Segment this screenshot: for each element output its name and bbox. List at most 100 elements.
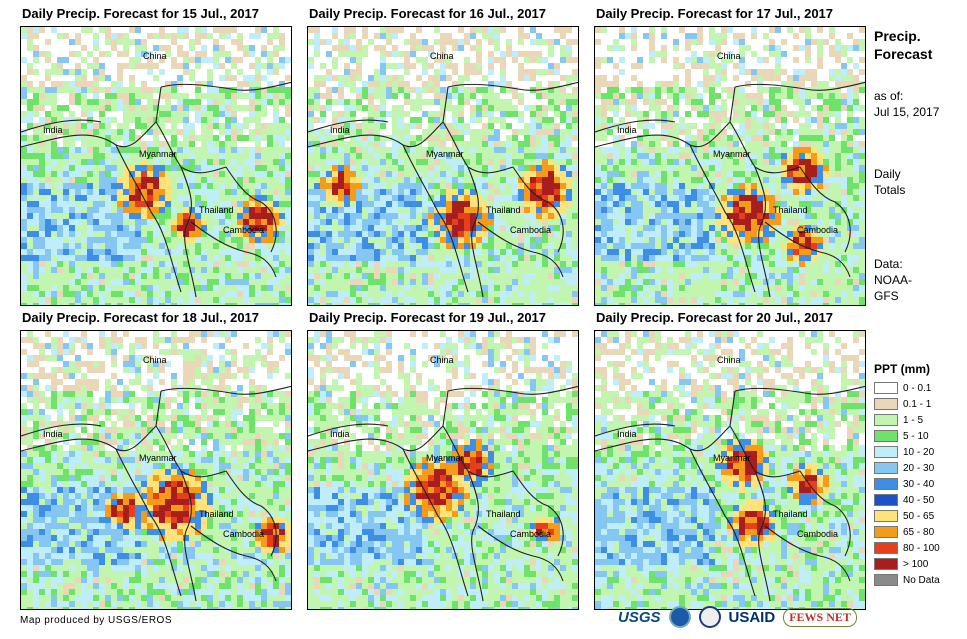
map-label-india: India [43, 125, 63, 135]
as-of-block: as of: Jul 15, 2017 [874, 88, 939, 120]
map-label-myanmar: Myanmar [713, 453, 751, 463]
totals-line2: Totals [874, 183, 906, 197]
legend-label: No Data [903, 574, 940, 586]
panel-title: Daily Precip. Forecast for 20 Jul., 2017 [596, 310, 834, 325]
map-label-myanmar: Myanmar [426, 149, 464, 159]
usaid-seal-icon [698, 606, 721, 628]
agency-logos: USGS USAID FEWS NET [618, 606, 857, 628]
legend-item: 1 - 5 [874, 412, 940, 428]
legend-item: 0 - 0.1 [874, 380, 940, 396]
map-label-myanmar: Myanmar [713, 149, 751, 159]
map-label-india: India [617, 125, 637, 135]
legend-label: 0.1 - 1 [903, 398, 932, 410]
legend-item: 30 - 40 [874, 476, 940, 492]
legend-swatch [874, 542, 898, 554]
as-of-label: as of: [874, 89, 904, 103]
legend-label: 65 - 80 [903, 526, 935, 538]
legend-label: > 100 [903, 558, 929, 570]
map-label-cambodia: Cambodia [223, 225, 265, 235]
precip-map: China India Myanmar Thailand Cambodia [20, 330, 292, 610]
precip-map: China India Myanmar Thailand Cambodia [594, 26, 866, 306]
legend-swatch [874, 414, 898, 426]
legend-swatch [874, 494, 898, 506]
map-label-india: India [43, 429, 63, 439]
data-source-line2: NOAA- [874, 273, 913, 287]
legend-item: 80 - 100 [874, 540, 940, 556]
legend-item: 50 - 65 [874, 508, 940, 524]
legend-swatch [874, 398, 898, 410]
side-title: Precip. Forecast [874, 27, 932, 63]
map-label-china: China [430, 355, 454, 365]
legend-item: > 100 [874, 556, 940, 572]
forecast-panel-2: Daily Precip. Forecast for 16 Jul., 2017… [307, 6, 579, 306]
forecast-panel-5: Daily Precip. Forecast for 19 Jul., 2017… [307, 310, 579, 610]
legend-swatch [874, 382, 898, 394]
precip-raster [595, 331, 865, 609]
data-source-block: Data: NOAA- GFS [874, 256, 912, 304]
legend-swatch [874, 430, 898, 442]
map-label-china: China [717, 51, 741, 61]
legend-label: 80 - 100 [903, 542, 940, 554]
side-title-line1: Precip. [874, 28, 921, 44]
legend-label: 0 - 0.1 [903, 382, 932, 394]
forecast-panel-3: Daily Precip. Forecast for 17 Jul., 2017… [594, 6, 866, 306]
legend-label: 5 - 10 [903, 430, 929, 442]
map-label-thailand: Thailand [773, 509, 808, 519]
map-label-cambodia: Cambodia [797, 529, 839, 539]
map-label-china: China [430, 51, 454, 61]
panel-title: Daily Precip. Forecast for 19 Jul., 2017 [309, 310, 547, 325]
map-credit: Map produced by USGS/EROS [20, 615, 173, 626]
map-label-cambodia: Cambodia [797, 225, 839, 235]
panel-title: Daily Precip. Forecast for 16 Jul., 2017 [309, 6, 547, 21]
precip-raster [21, 27, 291, 305]
precip-raster [595, 27, 865, 305]
legend-label: 10 - 20 [903, 446, 935, 458]
map-label-thailand: Thailand [199, 509, 234, 519]
noaa-logo-icon [668, 606, 691, 628]
forecast-panel-1: Daily Precip. Forecast for 15 Jul., 2017… [20, 6, 292, 306]
legend-title: PPT (mm) [874, 362, 931, 376]
precip-raster [308, 331, 578, 609]
legend-label: 30 - 40 [903, 478, 935, 490]
legend-item: 10 - 20 [874, 444, 940, 460]
legend-item: 20 - 30 [874, 460, 940, 476]
forecast-panel-4: Daily Precip. Forecast for 18 Jul., 2017… [20, 310, 292, 610]
legend-item: 0.1 - 1 [874, 396, 940, 412]
legend-swatch [874, 446, 898, 458]
usaid-logo: USAID [728, 608, 776, 626]
legend-item: 40 - 50 [874, 492, 940, 508]
precip-map: China India Myanmar Thailand Cambodia [594, 330, 866, 610]
legend-swatch [874, 462, 898, 474]
map-label-myanmar: Myanmar [139, 453, 177, 463]
data-source-label: Data: [874, 257, 903, 271]
precip-legend: PPT (mm) 0 - 0.1 0.1 - 1 1 - 5 5 - 10 10 - 2… [874, 362, 940, 588]
map-label-india: India [330, 125, 350, 135]
panel-title: Daily Precip. Forecast for 18 Jul., 2017 [22, 310, 260, 325]
map-label-thailand: Thailand [773, 205, 808, 215]
legend-item: 65 - 80 [874, 524, 940, 540]
precip-raster [21, 331, 291, 609]
legend-item: 5 - 10 [874, 428, 940, 444]
legend-swatch [874, 510, 898, 522]
map-label-cambodia: Cambodia [510, 225, 552, 235]
usgs-logo: USGS [618, 608, 661, 626]
map-label-myanmar: Myanmar [426, 453, 464, 463]
as-of-date: Jul 15, 2017 [874, 105, 940, 119]
legend-swatch [874, 558, 898, 570]
legend-swatch [874, 574, 898, 586]
fews-net-logo: FEWS NET [783, 607, 857, 627]
legend-label: 40 - 50 [903, 494, 935, 506]
legend-swatch [874, 478, 898, 490]
legend-swatch [874, 526, 898, 538]
map-label-cambodia: Cambodia [510, 529, 552, 539]
precip-raster [308, 27, 578, 305]
legend-item: No Data [874, 572, 940, 588]
totals-block: Daily Totals [874, 166, 905, 198]
map-label-thailand: Thailand [486, 509, 521, 519]
map-label-thailand: Thailand [486, 205, 521, 215]
legend-label: 1 - 5 [903, 414, 924, 426]
map-label-china: China [143, 51, 167, 61]
map-label-myanmar: Myanmar [139, 149, 177, 159]
precip-map: China India Myanmar Thailand Cambodia [307, 330, 579, 610]
panel-title: Daily Precip. Forecast for 15 Jul., 2017 [22, 6, 260, 21]
